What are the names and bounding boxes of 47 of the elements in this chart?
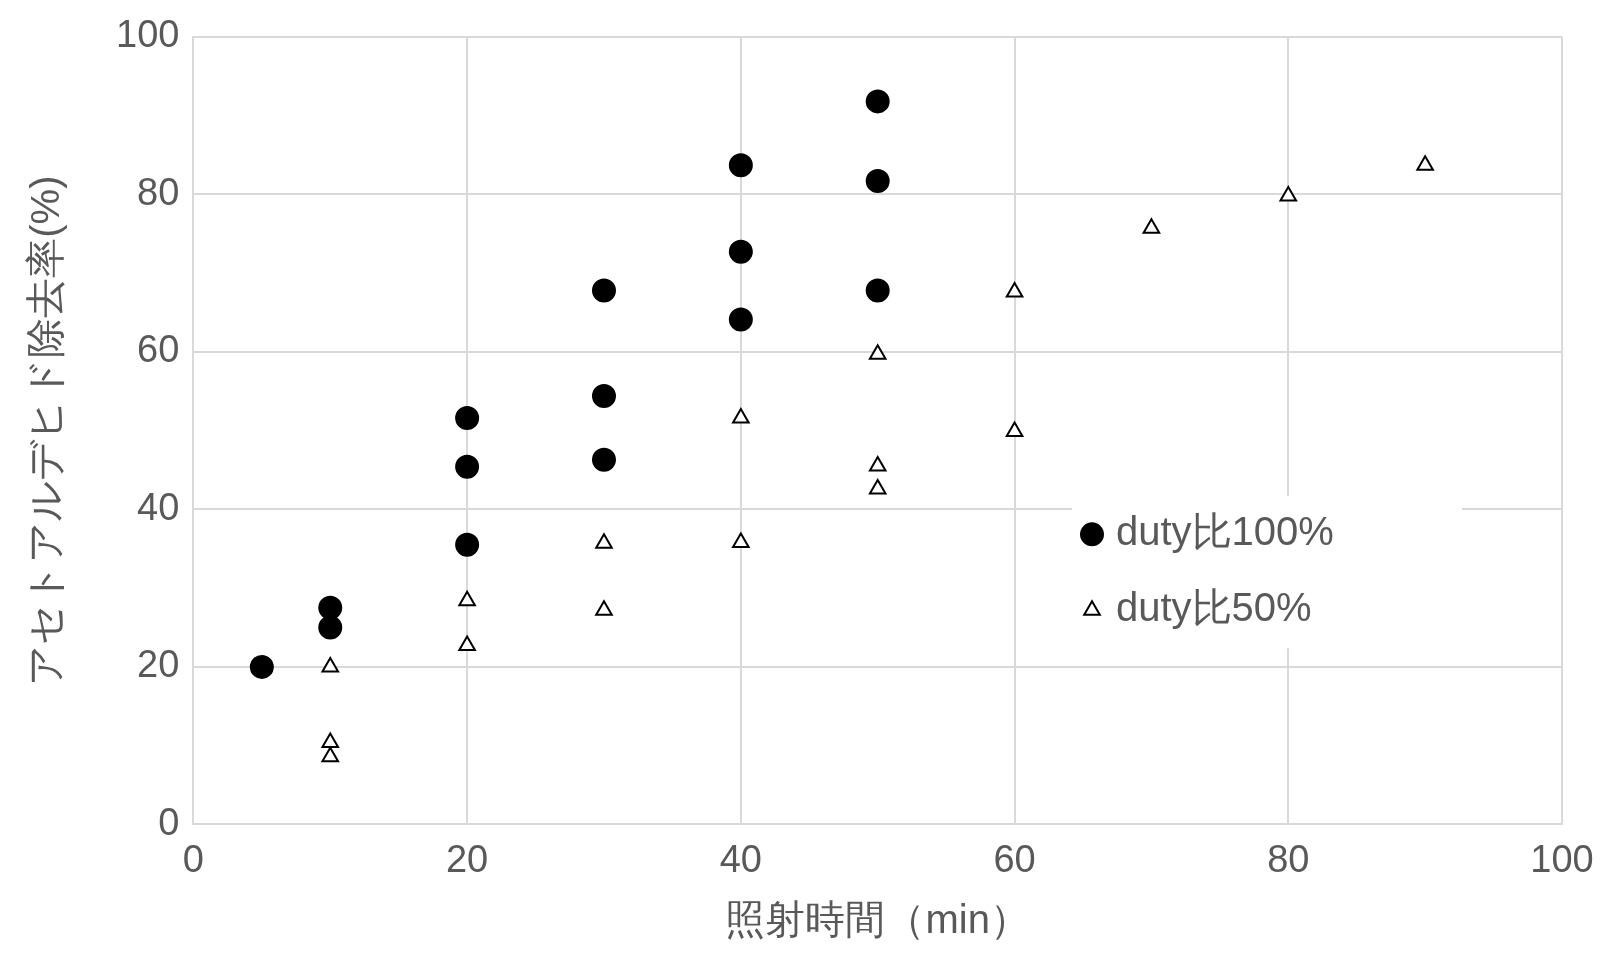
point xyxy=(458,635,476,652)
point xyxy=(1416,155,1434,171)
point xyxy=(865,278,890,303)
point xyxy=(321,732,340,748)
point xyxy=(865,168,890,193)
point xyxy=(728,307,753,332)
legend-label: duty比50% xyxy=(1116,585,1312,630)
x-tick-label: 80 xyxy=(1267,837,1310,880)
point xyxy=(318,595,343,620)
point xyxy=(591,278,616,303)
y-tick-label: 60 xyxy=(137,328,180,371)
point xyxy=(595,600,613,616)
point xyxy=(591,383,616,408)
point xyxy=(728,153,753,178)
x-tick-label: 40 xyxy=(719,837,762,880)
point xyxy=(732,532,750,548)
legend-label: duty比100% xyxy=(1116,509,1334,554)
point xyxy=(732,408,750,424)
x-tick-label: 20 xyxy=(445,837,489,880)
point xyxy=(1005,421,1024,437)
y-tick-label: 100 xyxy=(116,13,180,56)
point xyxy=(249,654,274,679)
point xyxy=(728,239,753,264)
point xyxy=(595,533,613,549)
point xyxy=(868,478,887,495)
point xyxy=(455,454,480,479)
y-tick-label: 80 xyxy=(137,170,180,213)
y-axis-title: アセトアルデヒド除去率(%) xyxy=(23,175,68,686)
x-tick-label: 60 xyxy=(993,837,1036,880)
point xyxy=(591,447,616,472)
point xyxy=(321,656,340,673)
point xyxy=(321,746,340,763)
point xyxy=(865,89,890,114)
point xyxy=(458,590,476,607)
y-tick-label: 0 xyxy=(158,800,180,843)
y-tick-label: 40 xyxy=(137,485,180,528)
point xyxy=(868,456,887,472)
y-tick-label: 20 xyxy=(137,643,180,686)
point xyxy=(1005,281,1024,298)
x-tick-label: 100 xyxy=(1530,837,1594,880)
point xyxy=(318,615,343,640)
point xyxy=(455,406,480,430)
point xyxy=(868,344,887,360)
point xyxy=(1279,185,1298,202)
point xyxy=(455,532,480,557)
x-axis-title: 照射時間（min） xyxy=(725,897,1030,942)
point xyxy=(1142,218,1161,234)
